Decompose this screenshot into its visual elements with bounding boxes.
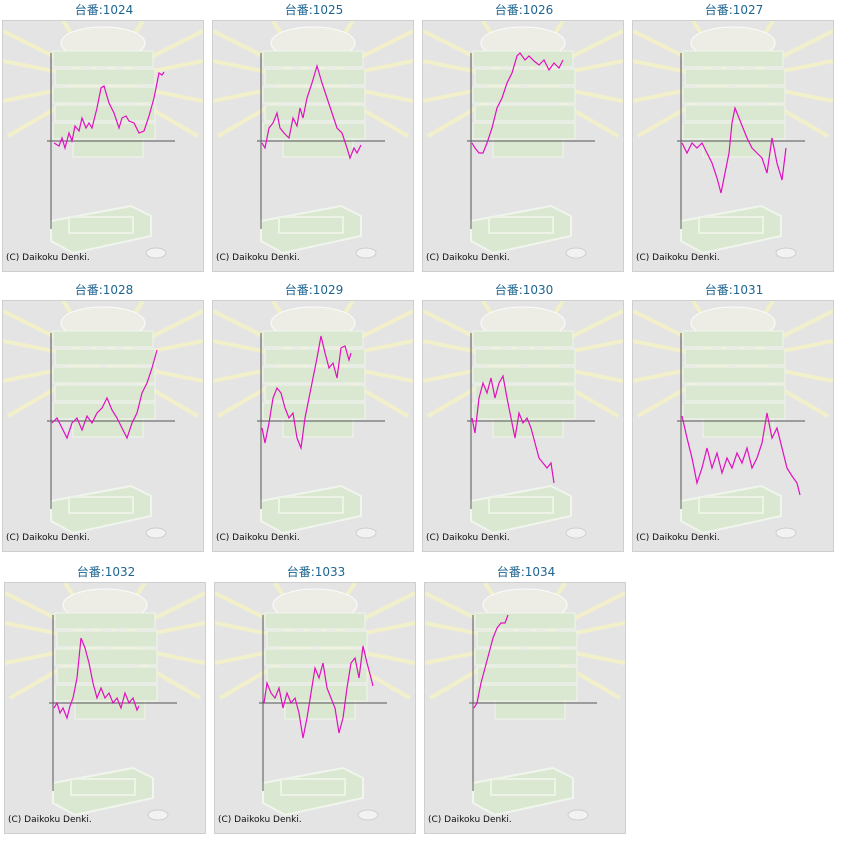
chart-svg bbox=[633, 21, 833, 259]
machine-chart: 台番:1030 (C) Daikoku Denki. bbox=[422, 280, 626, 552]
copyright-text: (C) Daikoku Denki. bbox=[428, 815, 512, 825]
machine-number-title[interactable]: 台番:1030 bbox=[494, 283, 554, 297]
background-illustration bbox=[3, 21, 203, 259]
machine-number-title[interactable]: 台番:1028 bbox=[74, 283, 134, 297]
copyright-text: (C) Daikoku Denki. bbox=[6, 533, 90, 543]
chart-svg bbox=[423, 21, 623, 259]
copyright-text: (C) Daikoku Denki. bbox=[218, 815, 302, 825]
background-illustration bbox=[425, 583, 625, 821]
chart-panel: (C) Daikoku Denki. bbox=[212, 20, 414, 272]
series-line bbox=[681, 412, 801, 496]
series-line bbox=[263, 645, 374, 739]
background-illustration bbox=[3, 301, 203, 539]
background-illustration bbox=[213, 301, 413, 539]
chart-svg bbox=[213, 301, 413, 539]
machine-chart: 台番:1033 (C) Daikoku Denki. bbox=[214, 562, 418, 834]
copyright-text: (C) Daikoku Denki. bbox=[426, 253, 510, 263]
background-illustration bbox=[215, 583, 415, 821]
copyright-text: (C) Daikoku Denki. bbox=[216, 533, 300, 543]
series-line bbox=[471, 52, 564, 154]
chart-panel: (C) Daikoku Denki. bbox=[632, 20, 834, 272]
series-line bbox=[53, 71, 165, 151]
chart-svg bbox=[3, 21, 203, 259]
machine-chart: 台番:1028 (C) Daikoku Denki. bbox=[2, 280, 206, 552]
copyright-text: (C) Daikoku Denki. bbox=[6, 253, 90, 263]
machine-number-title[interactable]: 台番:1034 bbox=[496, 565, 556, 579]
copyright-text: (C) Daikoku Denki. bbox=[426, 533, 510, 543]
machine-chart: 台番:1025 (C) Daikoku Denki. bbox=[212, 0, 416, 272]
machine-number-title[interactable]: 台番:1032 bbox=[76, 565, 136, 579]
machine-chart: 台番:1032 (C) Daikoku Denki. bbox=[4, 562, 208, 834]
machine-chart: 台番:1026 (C) Daikoku Denki. bbox=[422, 0, 626, 272]
chart-svg bbox=[213, 21, 413, 259]
machine-number-title[interactable]: 台番:1027 bbox=[704, 3, 764, 17]
copyright-text: (C) Daikoku Denki. bbox=[636, 533, 720, 543]
background-illustration bbox=[5, 583, 205, 821]
machine-chart: 台番:1034 (C) Daikoku Denki. bbox=[424, 562, 628, 834]
series-line bbox=[681, 105, 787, 194]
background-illustration bbox=[423, 21, 623, 259]
machine-number-title[interactable]: 台番:1024 bbox=[74, 3, 134, 17]
machine-number-title[interactable]: 台番:1026 bbox=[494, 3, 554, 17]
copyright-text: (C) Daikoku Denki. bbox=[216, 253, 300, 263]
series-line bbox=[473, 614, 509, 709]
chart-panel: (C) Daikoku Denki. bbox=[422, 300, 624, 552]
machine-chart: 台番:1029 (C) Daikoku Denki. bbox=[212, 280, 416, 552]
chart-svg bbox=[5, 583, 205, 821]
series-line bbox=[53, 637, 140, 720]
machine-number-title[interactable]: 台番:1025 bbox=[284, 3, 344, 17]
background-illustration bbox=[633, 21, 833, 259]
machine-number-title[interactable]: 台番:1031 bbox=[704, 283, 764, 297]
copyright-text: (C) Daikoku Denki. bbox=[8, 815, 92, 825]
background-illustration bbox=[213, 21, 413, 259]
chart-panel: (C) Daikoku Denki. bbox=[632, 300, 834, 552]
series-line bbox=[261, 335, 352, 451]
machine-chart: 台番:1024 (C) Daikoku Denki. bbox=[2, 0, 206, 272]
machine-number-title[interactable]: 台番:1033 bbox=[286, 565, 346, 579]
chart-panel: (C) Daikoku Denki. bbox=[212, 300, 414, 552]
chart-svg bbox=[425, 583, 625, 821]
chart-svg bbox=[215, 583, 415, 821]
machine-number-title[interactable]: 台番:1029 bbox=[284, 283, 344, 297]
chart-panel: (C) Daikoku Denki. bbox=[2, 300, 204, 552]
copyright-text: (C) Daikoku Denki. bbox=[636, 253, 720, 263]
chart-panel: (C) Daikoku Denki. bbox=[424, 582, 626, 834]
machine-chart: 台番:1031 (C) Daikoku Denki. bbox=[632, 280, 836, 552]
background-illustration bbox=[423, 301, 623, 539]
series-line bbox=[51, 349, 158, 440]
chart-svg bbox=[633, 301, 833, 539]
machine-chart: 台番:1027 (C) Daikoku Denki. bbox=[632, 0, 836, 272]
series-line bbox=[471, 374, 555, 484]
chart-panel: (C) Daikoku Denki. bbox=[4, 582, 206, 834]
chart-svg bbox=[3, 301, 203, 539]
series-line bbox=[261, 63, 362, 160]
chart-panel: (C) Daikoku Denki. bbox=[214, 582, 416, 834]
chart-panel: (C) Daikoku Denki. bbox=[422, 20, 624, 272]
chart-svg bbox=[423, 301, 623, 539]
background-illustration bbox=[633, 301, 833, 539]
chart-panel: (C) Daikoku Denki. bbox=[2, 20, 204, 272]
